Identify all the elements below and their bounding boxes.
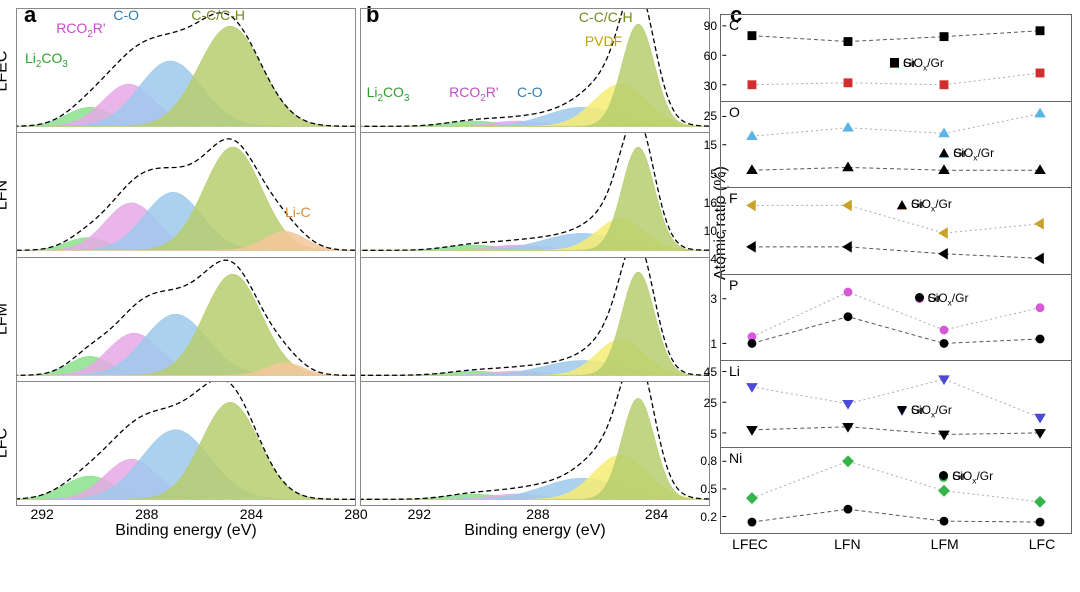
panel-c: 306090CSiOx/GrGr51525OSiOx/GrGr41016FSiO… xyxy=(720,14,1072,570)
y-tick: 45 xyxy=(704,365,721,379)
x-tick: 292 xyxy=(408,506,431,522)
panel-a-xaxis: 292288284280 Binding energy (eV) xyxy=(16,506,356,538)
peak-label: C-O xyxy=(517,84,543,100)
panel-c-xaxis: LFEC LFN LFM LFC xyxy=(720,534,1072,554)
spectrum-lfc xyxy=(361,381,709,505)
peak-label: C-C/C-H xyxy=(191,7,245,23)
atomic-ratio-o: 51525OSiOx/GrGr xyxy=(720,101,1072,188)
element-label: Li xyxy=(729,363,740,379)
x-tick: LFM xyxy=(931,536,959,552)
peak-label: Li2CO3 xyxy=(25,50,68,70)
y-tick: 0.8 xyxy=(700,454,721,468)
y-tick: 25 xyxy=(704,396,721,410)
spectrum-lfm xyxy=(361,257,709,381)
atomic-ratio-f: 41016FSiOx/GrGr xyxy=(720,187,1072,274)
panel-b-stack: Li2CO3 RCO2R' C-O C-C/C-H PVDF xyxy=(360,8,710,506)
x-tick: 284 xyxy=(240,506,263,522)
row-label-lfc: LFC xyxy=(0,428,11,458)
panel-b-xaxis: 292 288 284 Binding energy (eV) xyxy=(360,506,710,538)
spectrum-lfec: LFECLi2CO3RCO2R'C-OC-C/C-H xyxy=(17,9,355,132)
panel-b: Li2CO3 RCO2R' C-O C-C/C-H PVDF 292 288 284 Bin… xyxy=(360,8,710,538)
y-tick: 1 xyxy=(710,337,721,351)
y-tick: 3 xyxy=(710,292,721,306)
row-label-lfn: LFN xyxy=(0,180,11,210)
spectrum-lfm: LFM xyxy=(17,257,355,381)
x-tick: 284 xyxy=(645,506,668,522)
element-label: O xyxy=(729,104,740,120)
peak-label: C-O xyxy=(113,7,139,23)
x-tick: 292 xyxy=(30,506,53,522)
figure-root: a b c LFECLi2CO3RCO2R'C-OC-C/C-HLFNLi-CL… xyxy=(0,0,1080,592)
y-tick: 60 xyxy=(704,49,721,63)
panel-c-stack: 306090CSiOx/GrGr51525OSiOx/GrGr41016FSiO… xyxy=(720,14,1072,534)
x-tick: LFN xyxy=(834,536,860,552)
y-tick: 25 xyxy=(704,109,721,123)
peak-label: RCO2R' xyxy=(56,20,105,40)
atomic-ratio-c: 306090CSiOx/GrGr xyxy=(720,14,1072,101)
spectrum-lfec: Li2CO3 RCO2R' C-O C-C/C-H PVDF xyxy=(361,9,709,132)
panel-a: LFECLi2CO3RCO2R'C-OC-C/C-HLFNLi-CLFMLFC … xyxy=(16,8,356,538)
y-tick: 90 xyxy=(704,19,721,33)
element-label: C xyxy=(729,17,739,33)
y-tick: 4 xyxy=(710,252,721,266)
row-label-lfec: LFEC xyxy=(0,50,11,91)
element-label: Ni xyxy=(729,450,742,466)
atomic-ratio-ni: 0.20.50.8NiSiOx/GrGr xyxy=(720,447,1072,535)
y-tick: 0.2 xyxy=(700,510,721,524)
row-label-lfm: LFM xyxy=(0,303,11,335)
spectrum-lfc: LFC xyxy=(17,381,355,505)
peak-label: RCO2R' xyxy=(449,84,498,104)
x-tick: 288 xyxy=(526,506,549,522)
y-tick: 30 xyxy=(704,79,721,93)
y-tick: 15 xyxy=(704,138,721,152)
panel-a-xtitle: Binding energy (eV) xyxy=(16,522,356,540)
y-tick: 5 xyxy=(710,167,721,181)
y-tick: 5 xyxy=(710,427,721,441)
panel-b-xtitle: Binding energy (eV) xyxy=(360,522,710,540)
spectrum-lfn: LFNLi-C xyxy=(17,132,355,256)
peak-label: Li-C xyxy=(285,204,311,220)
panel-a-stack: LFECLi2CO3RCO2R'C-OC-C/C-HLFNLi-CLFMLFC xyxy=(16,8,356,506)
element-label: F xyxy=(729,190,738,206)
peak-label: Li2CO3 xyxy=(367,84,410,104)
y-tick: 16 xyxy=(704,196,721,210)
y-tick: 10 xyxy=(704,224,721,238)
x-tick: 288 xyxy=(135,506,158,522)
y-tick: 0.5 xyxy=(700,482,721,496)
x-tick: LFC xyxy=(1029,536,1055,552)
spectrum-lfn xyxy=(361,132,709,256)
atomic-ratio-p: 13PSiOx/GrGr xyxy=(720,274,1072,361)
peak-label: PVDF xyxy=(585,33,622,49)
atomic-ratio-li: 52545LiSiOx/GrGr xyxy=(720,360,1072,447)
peak-label: C-C/C-H xyxy=(579,9,633,25)
x-tick: LFEC xyxy=(732,536,768,552)
element-label: P xyxy=(729,277,738,293)
